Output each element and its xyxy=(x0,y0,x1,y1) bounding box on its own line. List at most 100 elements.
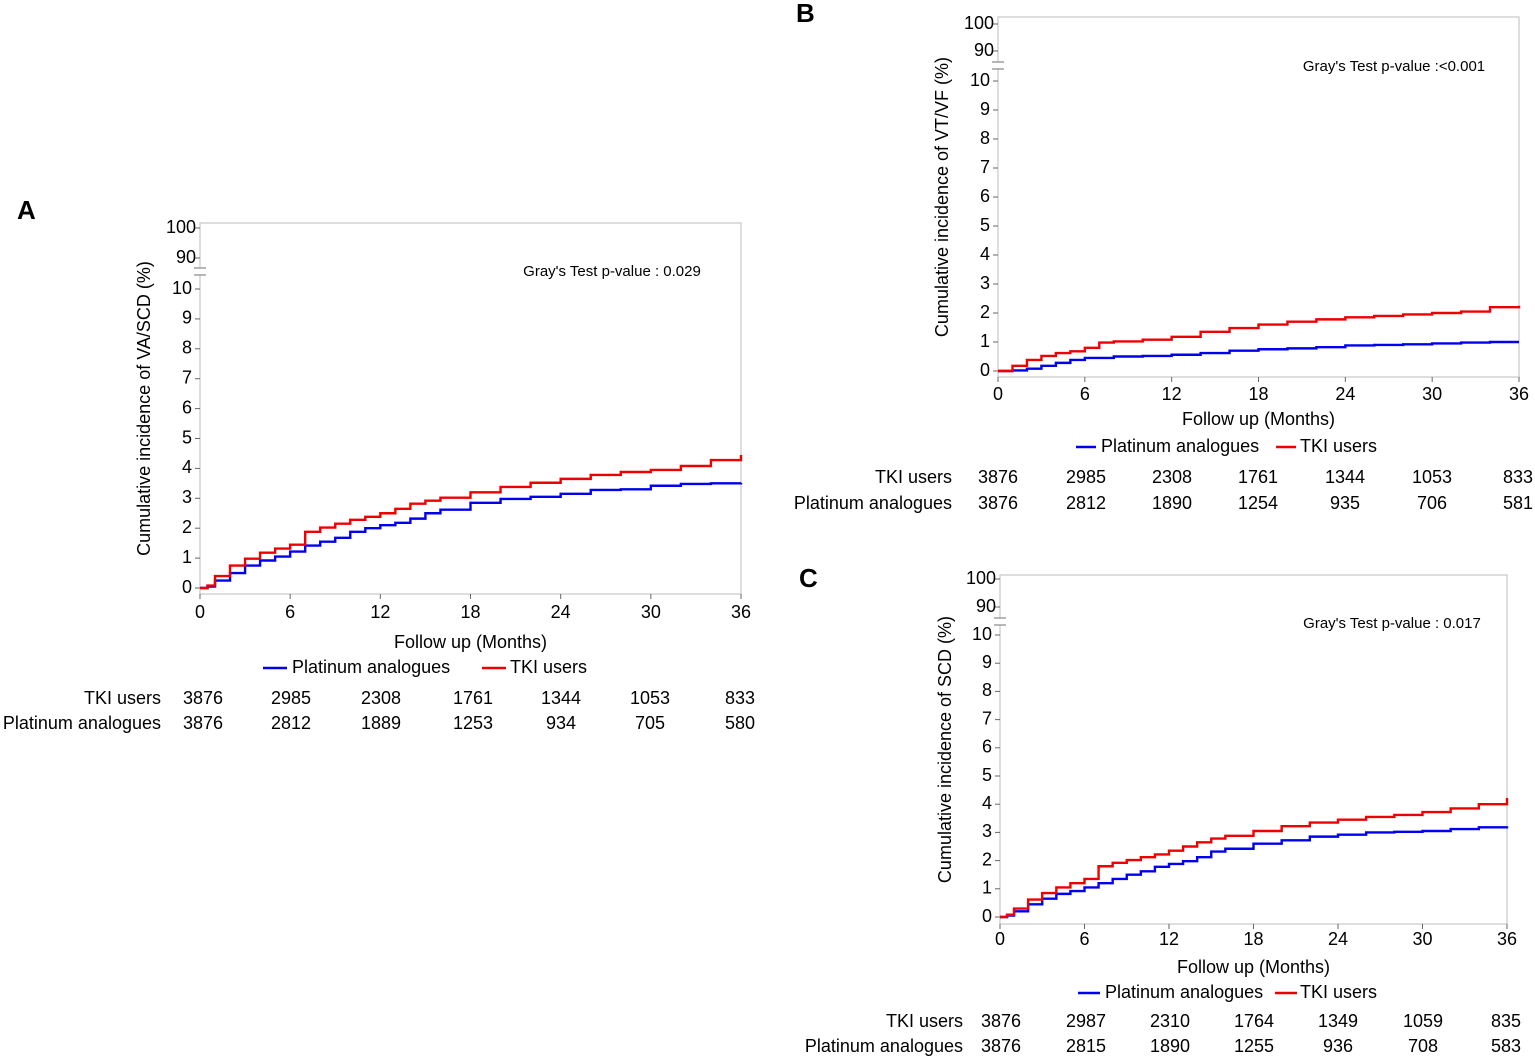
legend-label-tki: TKI users xyxy=(510,657,587,677)
series-line-tki-users xyxy=(200,454,743,590)
x-tick-label: 6 xyxy=(1079,929,1089,949)
y-tick-label: 5 xyxy=(982,765,992,785)
y-tick-label: 1 xyxy=(980,331,990,351)
risk-cell-tki: 2308 xyxy=(361,688,401,708)
risk-row-label-platinum: Platinum analogues xyxy=(805,1036,963,1056)
x-tick-label: 30 xyxy=(641,602,661,622)
y-tick-label: 2 xyxy=(980,302,990,322)
y-tick-label: 100 xyxy=(166,217,196,237)
risk-cell-platinum: 705 xyxy=(635,713,665,733)
y-tick-label: 10 xyxy=(172,278,192,298)
x-tick-label: 30 xyxy=(1422,384,1442,404)
risk-cell-tki: 1761 xyxy=(453,688,493,708)
y-axis-label: Cumulative incidence of VT/VF (%) xyxy=(932,57,952,337)
risk-cell-platinum: 3876 xyxy=(183,713,223,733)
series-line-platinum-analogues xyxy=(200,482,743,590)
y-tick-label: 0 xyxy=(182,577,192,597)
x-tick-label: 0 xyxy=(993,384,1003,404)
y-tick-label: 2 xyxy=(182,517,192,537)
risk-cell-tki: 1344 xyxy=(541,688,581,708)
axis-break-gap xyxy=(194,268,206,275)
axis-break-gap xyxy=(994,618,1006,625)
panel-letter: B xyxy=(796,0,815,28)
risk-cell-tki: 1349 xyxy=(1318,1011,1358,1031)
risk-cell-tki: 835 xyxy=(1491,1011,1521,1031)
y-tick-label: 0 xyxy=(982,906,992,926)
x-tick-label: 0 xyxy=(995,929,1005,949)
y-tick-label: 7 xyxy=(980,157,990,177)
risk-cell-platinum: 706 xyxy=(1417,493,1447,513)
x-tick-label: 24 xyxy=(1328,929,1348,949)
y-tick-label: 3 xyxy=(980,273,990,293)
y-tick-label: 90 xyxy=(974,40,994,60)
risk-cell-platinum: 934 xyxy=(546,713,576,733)
legend-label-tki: TKI users xyxy=(1300,436,1377,456)
x-tick-label: 36 xyxy=(1509,384,1529,404)
risk-cell-platinum: 2815 xyxy=(1066,1036,1106,1056)
risk-cell-platinum: 581 xyxy=(1503,493,1533,513)
y-tick-label: 4 xyxy=(982,793,992,813)
risk-row-label-tki: TKI users xyxy=(875,467,952,487)
y-tick-label: 6 xyxy=(980,186,990,206)
y-tick-label: 100 xyxy=(964,13,994,33)
y-axis-label: Cumulative incidence of VA/SCD (%) xyxy=(134,261,154,556)
risk-cell-platinum: 1253 xyxy=(453,713,493,733)
series-line-tki-users xyxy=(998,305,1521,373)
y-tick-label: 5 xyxy=(182,427,192,447)
risk-cell-tki: 1761 xyxy=(1238,467,1278,487)
x-tick-label: 36 xyxy=(731,602,751,622)
x-tick-label: 24 xyxy=(1335,384,1355,404)
legend-label-platinum: Platinum analogues xyxy=(1105,982,1263,1002)
x-tick-label: 24 xyxy=(551,602,571,622)
risk-cell-tki: 2985 xyxy=(271,688,311,708)
risk-cell-platinum: 708 xyxy=(1408,1036,1438,1056)
y-tick-label: 10 xyxy=(970,70,990,90)
x-tick-label: 6 xyxy=(1080,384,1090,404)
risk-row-label-tki: TKI users xyxy=(84,688,161,708)
y-tick-label: 9 xyxy=(980,99,990,119)
legend-label-platinum: Platinum analogues xyxy=(1101,436,1259,456)
x-tick-label: 36 xyxy=(1497,929,1517,949)
risk-cell-tki: 1059 xyxy=(1403,1011,1443,1031)
y-tick-label: 90 xyxy=(176,247,196,267)
y-tick-label: 8 xyxy=(982,680,992,700)
risk-cell-tki: 1764 xyxy=(1234,1011,1274,1031)
x-tick-label: 0 xyxy=(195,602,205,622)
y-tick-label: 4 xyxy=(182,457,192,477)
y-tick-label: 0 xyxy=(980,360,990,380)
x-tick-label: 12 xyxy=(370,602,390,622)
x-tick-label: 12 xyxy=(1159,929,1179,949)
risk-row-label-tki: TKI users xyxy=(886,1011,963,1031)
risk-cell-tki: 2987 xyxy=(1066,1011,1106,1031)
risk-cell-tki: 2310 xyxy=(1150,1011,1190,1031)
risk-cell-tki: 1053 xyxy=(630,688,670,708)
x-tick-label: 18 xyxy=(1243,929,1263,949)
risk-cell-platinum: 1890 xyxy=(1150,1036,1190,1056)
risk-cell-platinum: 1254 xyxy=(1238,493,1278,513)
panel-letter: A xyxy=(17,195,36,225)
x-tick-label: 18 xyxy=(460,602,480,622)
series-line-platinum-analogues xyxy=(1000,826,1509,919)
y-tick-label: 8 xyxy=(182,338,192,358)
y-tick-label: 1 xyxy=(182,547,192,567)
y-tick-label: 3 xyxy=(982,821,992,841)
series-line-platinum-analogues xyxy=(998,340,1519,373)
x-axis-label: Follow up (Months) xyxy=(1177,957,1330,977)
gray-test-annotation: Gray's Test p-value :<0.001 xyxy=(1303,58,1485,75)
y-tick-label: 1 xyxy=(982,878,992,898)
risk-cell-platinum: 3876 xyxy=(978,493,1018,513)
risk-cell-platinum: 583 xyxy=(1491,1036,1521,1056)
risk-cell-tki: 1344 xyxy=(1325,467,1365,487)
y-tick-label: 10 xyxy=(972,624,992,644)
legend-label-tki: TKI users xyxy=(1300,982,1377,1002)
y-tick-label: 7 xyxy=(982,708,992,728)
risk-cell-platinum: 1255 xyxy=(1234,1036,1274,1056)
y-tick-label: 2 xyxy=(982,849,992,869)
x-tick-label: 18 xyxy=(1248,384,1268,404)
y-tick-label: 3 xyxy=(182,487,192,507)
risk-cell-platinum: 3876 xyxy=(981,1036,1021,1056)
panel-letter: C xyxy=(799,563,818,593)
